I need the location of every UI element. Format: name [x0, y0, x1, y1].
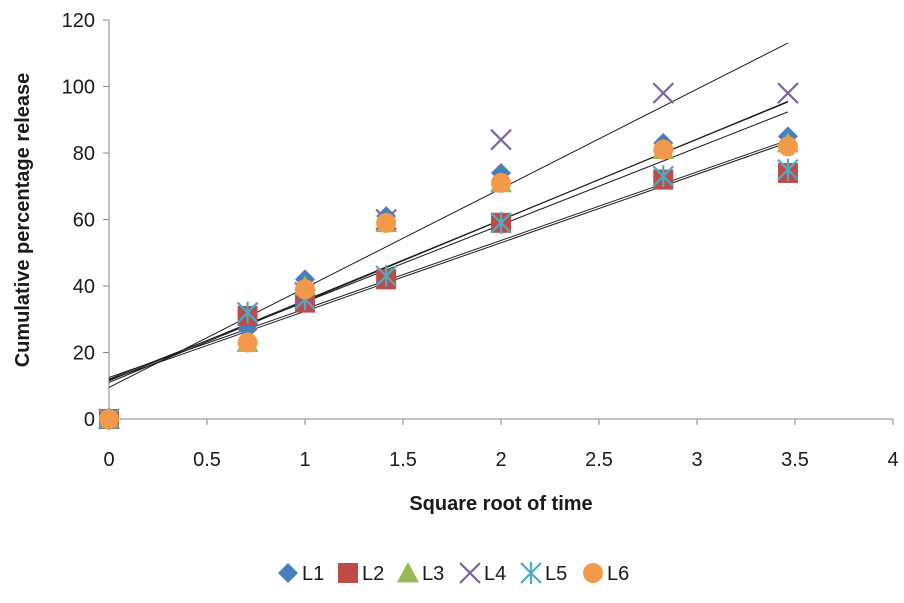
trendline-l2 [108, 139, 789, 378]
data-point-l5 [375, 265, 397, 288]
y-tick-label: 60 [73, 210, 95, 232]
legend-marker-l5 [520, 562, 542, 584]
legend-marker-l2 [338, 563, 358, 583]
data-point-l4 [777, 82, 799, 104]
y-tick-label: 120 [62, 10, 95, 32]
data-markers [98, 82, 799, 430]
data-point-l6 [295, 279, 315, 300]
legend-label: L5 [545, 563, 567, 585]
x-tick-label: 4 [887, 449, 898, 471]
data-point-l4 [652, 82, 675, 104]
legend-marker-l4 [459, 562, 481, 584]
data-point-l6 [376, 212, 397, 233]
data-point-l6 [491, 172, 511, 193]
x-tick-label: 2.5 [585, 449, 613, 471]
data-point-l4 [490, 128, 512, 151]
data-point-l5 [777, 158, 799, 181]
trendline-l5 [108, 142, 789, 381]
trendlines [108, 42, 789, 388]
legend-marker-l6 [583, 563, 603, 583]
trendline-l4 [108, 42, 789, 388]
y-tick-label: 100 [62, 77, 95, 99]
x-tick-label: 1 [299, 449, 310, 471]
legend-label: L4 [484, 563, 506, 585]
y-tick-label: 20 [73, 343, 95, 365]
data-point-l5 [652, 165, 675, 188]
y-tick-label: 0 [84, 409, 95, 431]
legend-marker-l3 [397, 562, 419, 583]
legend-marker-l1 [278, 563, 298, 583]
x-axis-title: Square root of time [409, 493, 592, 515]
y-tick-label: 40 [73, 276, 95, 298]
trendline-l6 [108, 101, 789, 382]
legend-label: L1 [302, 563, 324, 585]
data-point-l6 [237, 332, 258, 353]
x-tick-label: 1.5 [389, 449, 417, 471]
data-point-l6 [777, 136, 798, 157]
x-tick-label: 0.5 [193, 449, 221, 471]
y-axis-title: Cumulative percentage release [12, 73, 34, 368]
x-tick-label: 3 [691, 449, 702, 471]
data-point-l5 [236, 301, 259, 324]
legend-label: L3 [422, 563, 444, 585]
x-tick-label: 3.5 [781, 449, 809, 471]
data-point-l6 [99, 409, 119, 429]
legend-label: L2 [362, 563, 384, 585]
axes: 0 20 40 60 80 100 120 0 0.5 1 1.5 2 2.5 3 3.5 4 [62, 10, 899, 471]
y-tick-label: 80 [73, 143, 95, 165]
x-tick-label: 2 [495, 449, 506, 471]
data-point-l5 [490, 211, 512, 234]
data-point-l6 [653, 139, 674, 160]
legend: L1 L2 L3 L4 L5 L6 [278, 562, 629, 585]
x-tick-label: 0 [103, 449, 114, 471]
legend-label: L6 [607, 563, 629, 585]
